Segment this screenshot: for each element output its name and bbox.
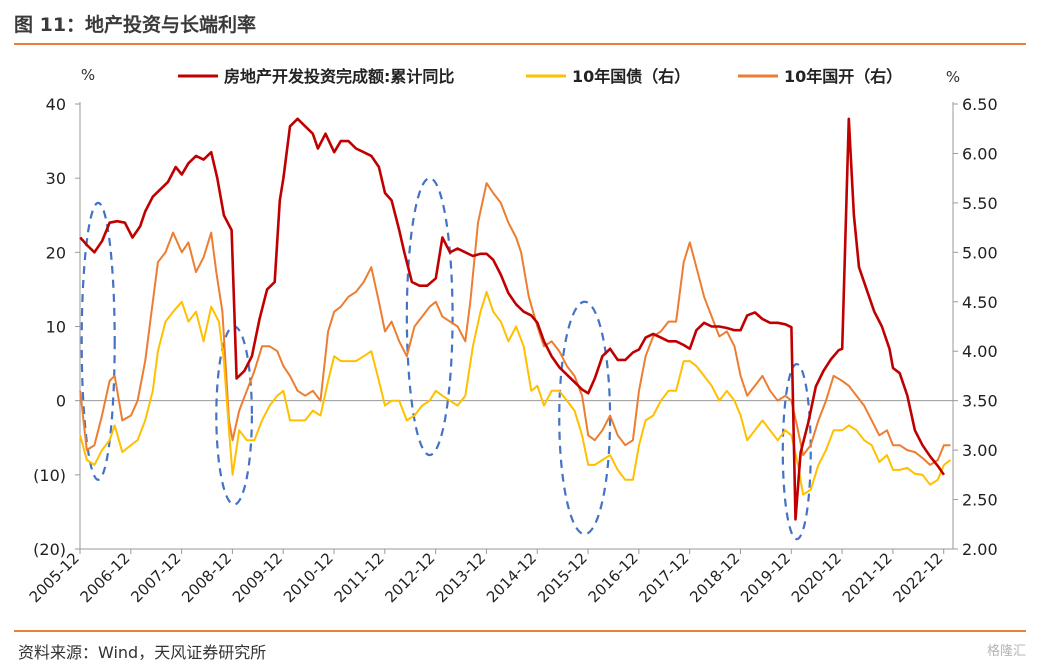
- x-tick-label: 2019-12: [737, 549, 794, 606]
- x-tick-label: 2016-12: [585, 549, 642, 606]
- x-tick-label: 2007-12: [127, 549, 184, 606]
- legend-item: 10年国开（右）: [738, 67, 902, 86]
- legend-label: 房地产开发投资完成额:累计同比: [224, 67, 454, 86]
- legend-label: 10年国债（右）: [572, 67, 690, 86]
- chart-series-lines: [79, 117, 952, 521]
- x-tick-label: 2011-12: [331, 549, 388, 606]
- figure-title: 图 11：地产投资与长端利率: [14, 14, 257, 36]
- highlight-ellipse: [781, 362, 812, 541]
- highlight-ellipse: [80, 201, 116, 481]
- left-tick-label: 40: [46, 95, 66, 114]
- source-note: 资料来源：Wind，天风证券研究所: [18, 643, 267, 662]
- chart: % % (20) (10) 0 10 20 30 40 2.00 2.50 3.00 3.50 4.00 4…: [26, 66, 998, 606]
- x-tick-label: 2010-12: [280, 549, 337, 606]
- right-tick-label: 6.50: [962, 95, 998, 114]
- left-tick-label: (20): [33, 540, 66, 559]
- highlight-ellipses: [80, 177, 812, 541]
- left-tick-label: 30: [46, 169, 66, 188]
- x-tick-label: 2006-12: [77, 549, 134, 606]
- x-tick-label: 2020-12: [788, 549, 845, 606]
- x-tick-label: 2013-12: [432, 549, 489, 606]
- x-tick-label: 2022-12: [889, 549, 946, 606]
- right-tick-label: 5.50: [962, 194, 998, 213]
- right-tick-label: 6.00: [962, 144, 998, 163]
- x-tick-label: 2012-12: [381, 549, 438, 606]
- left-tick-label: 10: [46, 318, 66, 337]
- left-tick-label: (10): [33, 466, 66, 485]
- x-tick-label: 2017-12: [635, 549, 692, 606]
- right-tick-label: 3.00: [962, 441, 998, 460]
- highlight-ellipse: [215, 325, 253, 506]
- legend-item: 10年国债（右）: [526, 67, 690, 86]
- x-tick-label: 2015-12: [534, 549, 591, 606]
- watermark-logo: 格隆汇: [986, 644, 1026, 659]
- left-axis-unit: %: [81, 66, 95, 84]
- right-tick-label: 4.50: [962, 293, 998, 312]
- x-tick-label: 2021-12: [839, 549, 896, 606]
- right-tick-label: 4.00: [962, 342, 998, 361]
- series-line-0: [79, 117, 945, 521]
- title-divider: [14, 43, 1026, 45]
- x-tick-label: 2018-12: [686, 549, 743, 606]
- x-tick-label: 2009-12: [229, 549, 286, 606]
- highlight-ellipse: [405, 177, 454, 457]
- right-tick-label: 5.00: [962, 243, 998, 262]
- left-tick-label: 0: [56, 392, 66, 411]
- chart-legend: 房地产开发投资完成额:累计同比 10年国债（右） 10年国开（右）: [178, 67, 902, 86]
- left-tick-label: 20: [46, 243, 66, 262]
- legend-item: 房地产开发投资完成额:累计同比: [178, 67, 454, 86]
- series-line-1: [79, 290, 952, 496]
- source-divider: [14, 630, 1026, 632]
- series-line-2: [79, 182, 951, 466]
- x-tick-label: 2008-12: [178, 549, 235, 606]
- right-tick-label: 2.50: [962, 491, 998, 510]
- right-axis-unit: %: [946, 68, 960, 86]
- legend-label: 10年国开（右）: [784, 67, 902, 86]
- x-tick-label: 2014-12: [483, 549, 540, 606]
- right-tick-label: 2.00: [962, 540, 998, 559]
- right-tick-label: 3.50: [962, 392, 998, 411]
